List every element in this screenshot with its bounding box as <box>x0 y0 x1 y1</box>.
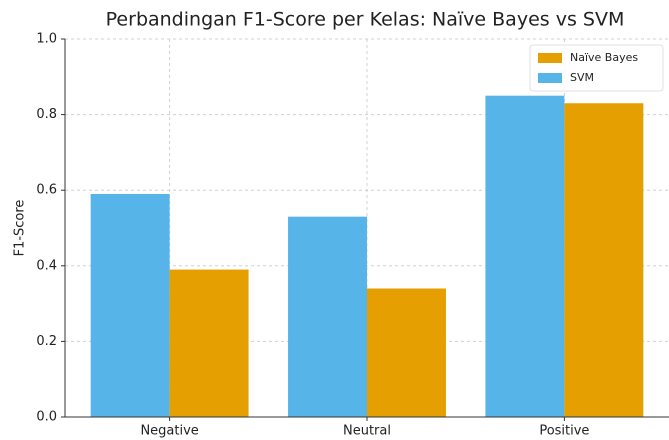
bar <box>564 103 644 417</box>
y-tick-label: 0.6 <box>36 183 57 198</box>
bar <box>367 288 446 417</box>
y-tick-label: 1.0 <box>36 32 57 47</box>
x-tick-label: Positive <box>539 424 589 439</box>
legend-swatch <box>538 73 562 83</box>
bar <box>485 95 565 417</box>
legend: Naïve Bayes SVM <box>529 44 664 92</box>
y-tick-label: 0.0 <box>36 410 57 425</box>
legend-swatch <box>538 53 562 63</box>
legend-box <box>529 44 664 92</box>
bar <box>169 269 249 417</box>
y-tick-label: 0.2 <box>36 334 57 349</box>
y-tick-label: 0.8 <box>36 107 57 122</box>
legend-label: Naïve Bayes <box>570 51 638 64</box>
bar <box>90 193 170 417</box>
bar <box>288 216 367 417</box>
x-tick-label: Neutral <box>343 424 391 439</box>
chart-title: Perbandingan F1-Score per Kelas: Naïve B… <box>106 9 625 31</box>
y-tick-label: 0.4 <box>36 258 57 273</box>
y-axis-label: F1-Score <box>13 200 28 257</box>
legend-label: SVM <box>570 71 594 84</box>
x-tick-label: Negative <box>140 424 198 439</box>
